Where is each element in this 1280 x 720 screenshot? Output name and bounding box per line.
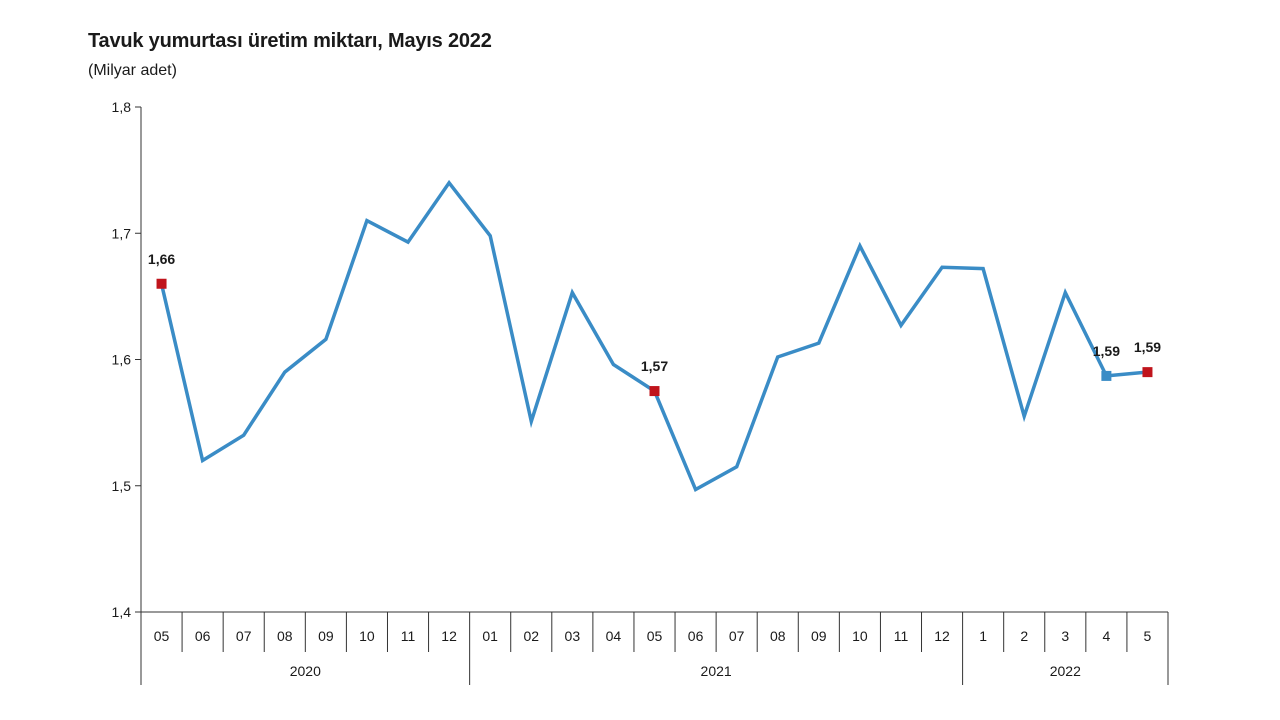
x-category-label: 01 (482, 628, 498, 644)
x-category-label: 2 (1020, 628, 1028, 644)
x-category-label: 04 (606, 628, 622, 644)
data-point-marker (1142, 367, 1153, 378)
x-category-label: 05 (154, 628, 170, 644)
x-category-label: 07 (729, 628, 745, 644)
y-tick-label: 1,7 (112, 225, 132, 241)
y-tick-label: 1,4 (112, 604, 132, 620)
x-category-label: 05 (647, 628, 663, 644)
data-label: 1,66 (148, 251, 175, 267)
x-year-label: 2021 (701, 663, 732, 679)
x-category-label: 10 (359, 628, 375, 644)
data-point-marker (649, 386, 660, 397)
x-year-label: 2022 (1050, 663, 1081, 679)
x-category-label: 06 (688, 628, 704, 644)
data-point-marker (1101, 370, 1112, 381)
x-category-label: 07 (236, 628, 252, 644)
x-year-label: 2020 (290, 663, 321, 679)
x-category-label: 4 (1102, 628, 1110, 644)
x-category-label: 10 (852, 628, 868, 644)
data-label: 1,59 (1134, 339, 1161, 355)
y-axis-unit-label: (Milyar adet) (88, 62, 177, 79)
x-category-label: 3 (1061, 628, 1069, 644)
x-category-label: 03 (565, 628, 581, 644)
x-category-label: 08 (770, 628, 786, 644)
x-category-label: 02 (523, 628, 539, 644)
x-category-label: 08 (277, 628, 293, 644)
data-label: 1,57 (641, 358, 668, 374)
chart-title: Tavuk yumurtası üretim miktarı, Mayıs 20… (88, 30, 492, 52)
x-category-label: 11 (401, 628, 416, 644)
x-category-label: 11 (894, 628, 909, 644)
y-tick-label: 1,6 (112, 352, 132, 368)
series-line (159, 179, 1148, 492)
x-category-label: 06 (195, 628, 211, 644)
data-label: 1,59 (1093, 343, 1120, 359)
y-tick-label: 1,5 (112, 478, 132, 494)
x-category-label: 5 (1144, 628, 1152, 644)
x-category-label: 1 (979, 628, 987, 644)
x-category-label: 09 (811, 628, 827, 644)
data-point-marker (156, 278, 167, 289)
x-category-label: 12 (441, 628, 457, 644)
y-tick-label: 1,8 (112, 99, 132, 115)
x-category-label: 09 (318, 628, 334, 644)
x-category-label: 12 (934, 628, 950, 644)
